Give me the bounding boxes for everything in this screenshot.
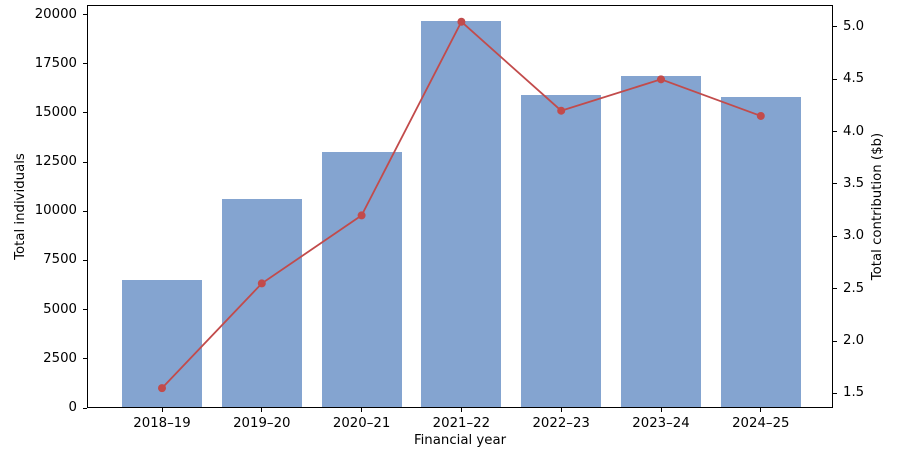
right-tick-mark [833, 26, 837, 28]
y-tick-label-left: 10000 [34, 203, 77, 219]
bar [122, 280, 202, 408]
x-tick-mark [460, 408, 462, 412]
right-tick-mark [833, 392, 837, 394]
y-tick-label-right: 4.5 [843, 71, 865, 87]
x-tick-mark [261, 408, 263, 412]
x-tick-mark [660, 408, 662, 412]
y-tick-label-right: 5.0 [843, 18, 865, 34]
y-tick-label-left: 12500 [34, 154, 77, 170]
left-tick-mark [83, 309, 87, 311]
left-tick-mark [83, 112, 87, 114]
x-tick-label: 2019–20 [233, 416, 291, 431]
bar [221, 198, 302, 408]
left-tick-mark [83, 210, 87, 212]
right-tick-mark [833, 235, 837, 237]
y-tick-label-right: 2.0 [843, 333, 865, 348]
right-tick-mark [833, 288, 837, 290]
right-tick-mark [833, 131, 837, 133]
x-tick-label: 2024–25 [732, 416, 790, 431]
y-tick-label-left: 2500 [43, 350, 77, 366]
left-tick-mark [83, 407, 87, 409]
y-tick-label-right: 4.0 [843, 123, 865, 139]
left-tick-mark [83, 63, 87, 65]
x-tick-mark [361, 408, 363, 412]
x-tick-label: 2023–24 [632, 416, 690, 431]
right-tick-mark [833, 340, 837, 342]
right-tick-mark [833, 183, 837, 185]
left-tick-mark [83, 161, 87, 163]
x-tick-label: 2020–21 [332, 416, 391, 431]
left-tick-mark [83, 358, 87, 360]
x-tick-mark [161, 408, 163, 412]
x-axis-title: Financial year [413, 433, 507, 448]
x-tick-label: 2022–23 [532, 416, 590, 431]
y-tick-label-left: 5000 [43, 301, 77, 317]
x-tick-mark [560, 408, 562, 412]
y-tick-label-left: 15000 [34, 104, 77, 120]
x-tick-mark [760, 408, 762, 412]
bar [521, 95, 602, 408]
y-tick-label-right: 3.5 [843, 175, 865, 191]
y-tick-label-left: 0 [68, 400, 77, 415]
y-tick-label-left: 7500 [43, 252, 77, 268]
right-tick-mark [833, 78, 837, 80]
bar [720, 97, 801, 408]
bar [421, 20, 502, 408]
x-tick-label: 2018–19 [133, 416, 191, 431]
bar [321, 152, 402, 408]
y-tick-label-right: 1.5 [843, 385, 865, 401]
x-tick-label: 2021–22 [432, 416, 491, 431]
left-tick-mark [83, 14, 87, 16]
bar [621, 75, 701, 408]
y-tick-label-right: 3.0 [843, 228, 865, 244]
y-tick-label-left: 17500 [34, 55, 77, 71]
left-tick-mark [83, 259, 87, 261]
y-tick-label-left: 20000 [34, 6, 77, 22]
y-tick-label-right: 2.5 [843, 280, 865, 296]
